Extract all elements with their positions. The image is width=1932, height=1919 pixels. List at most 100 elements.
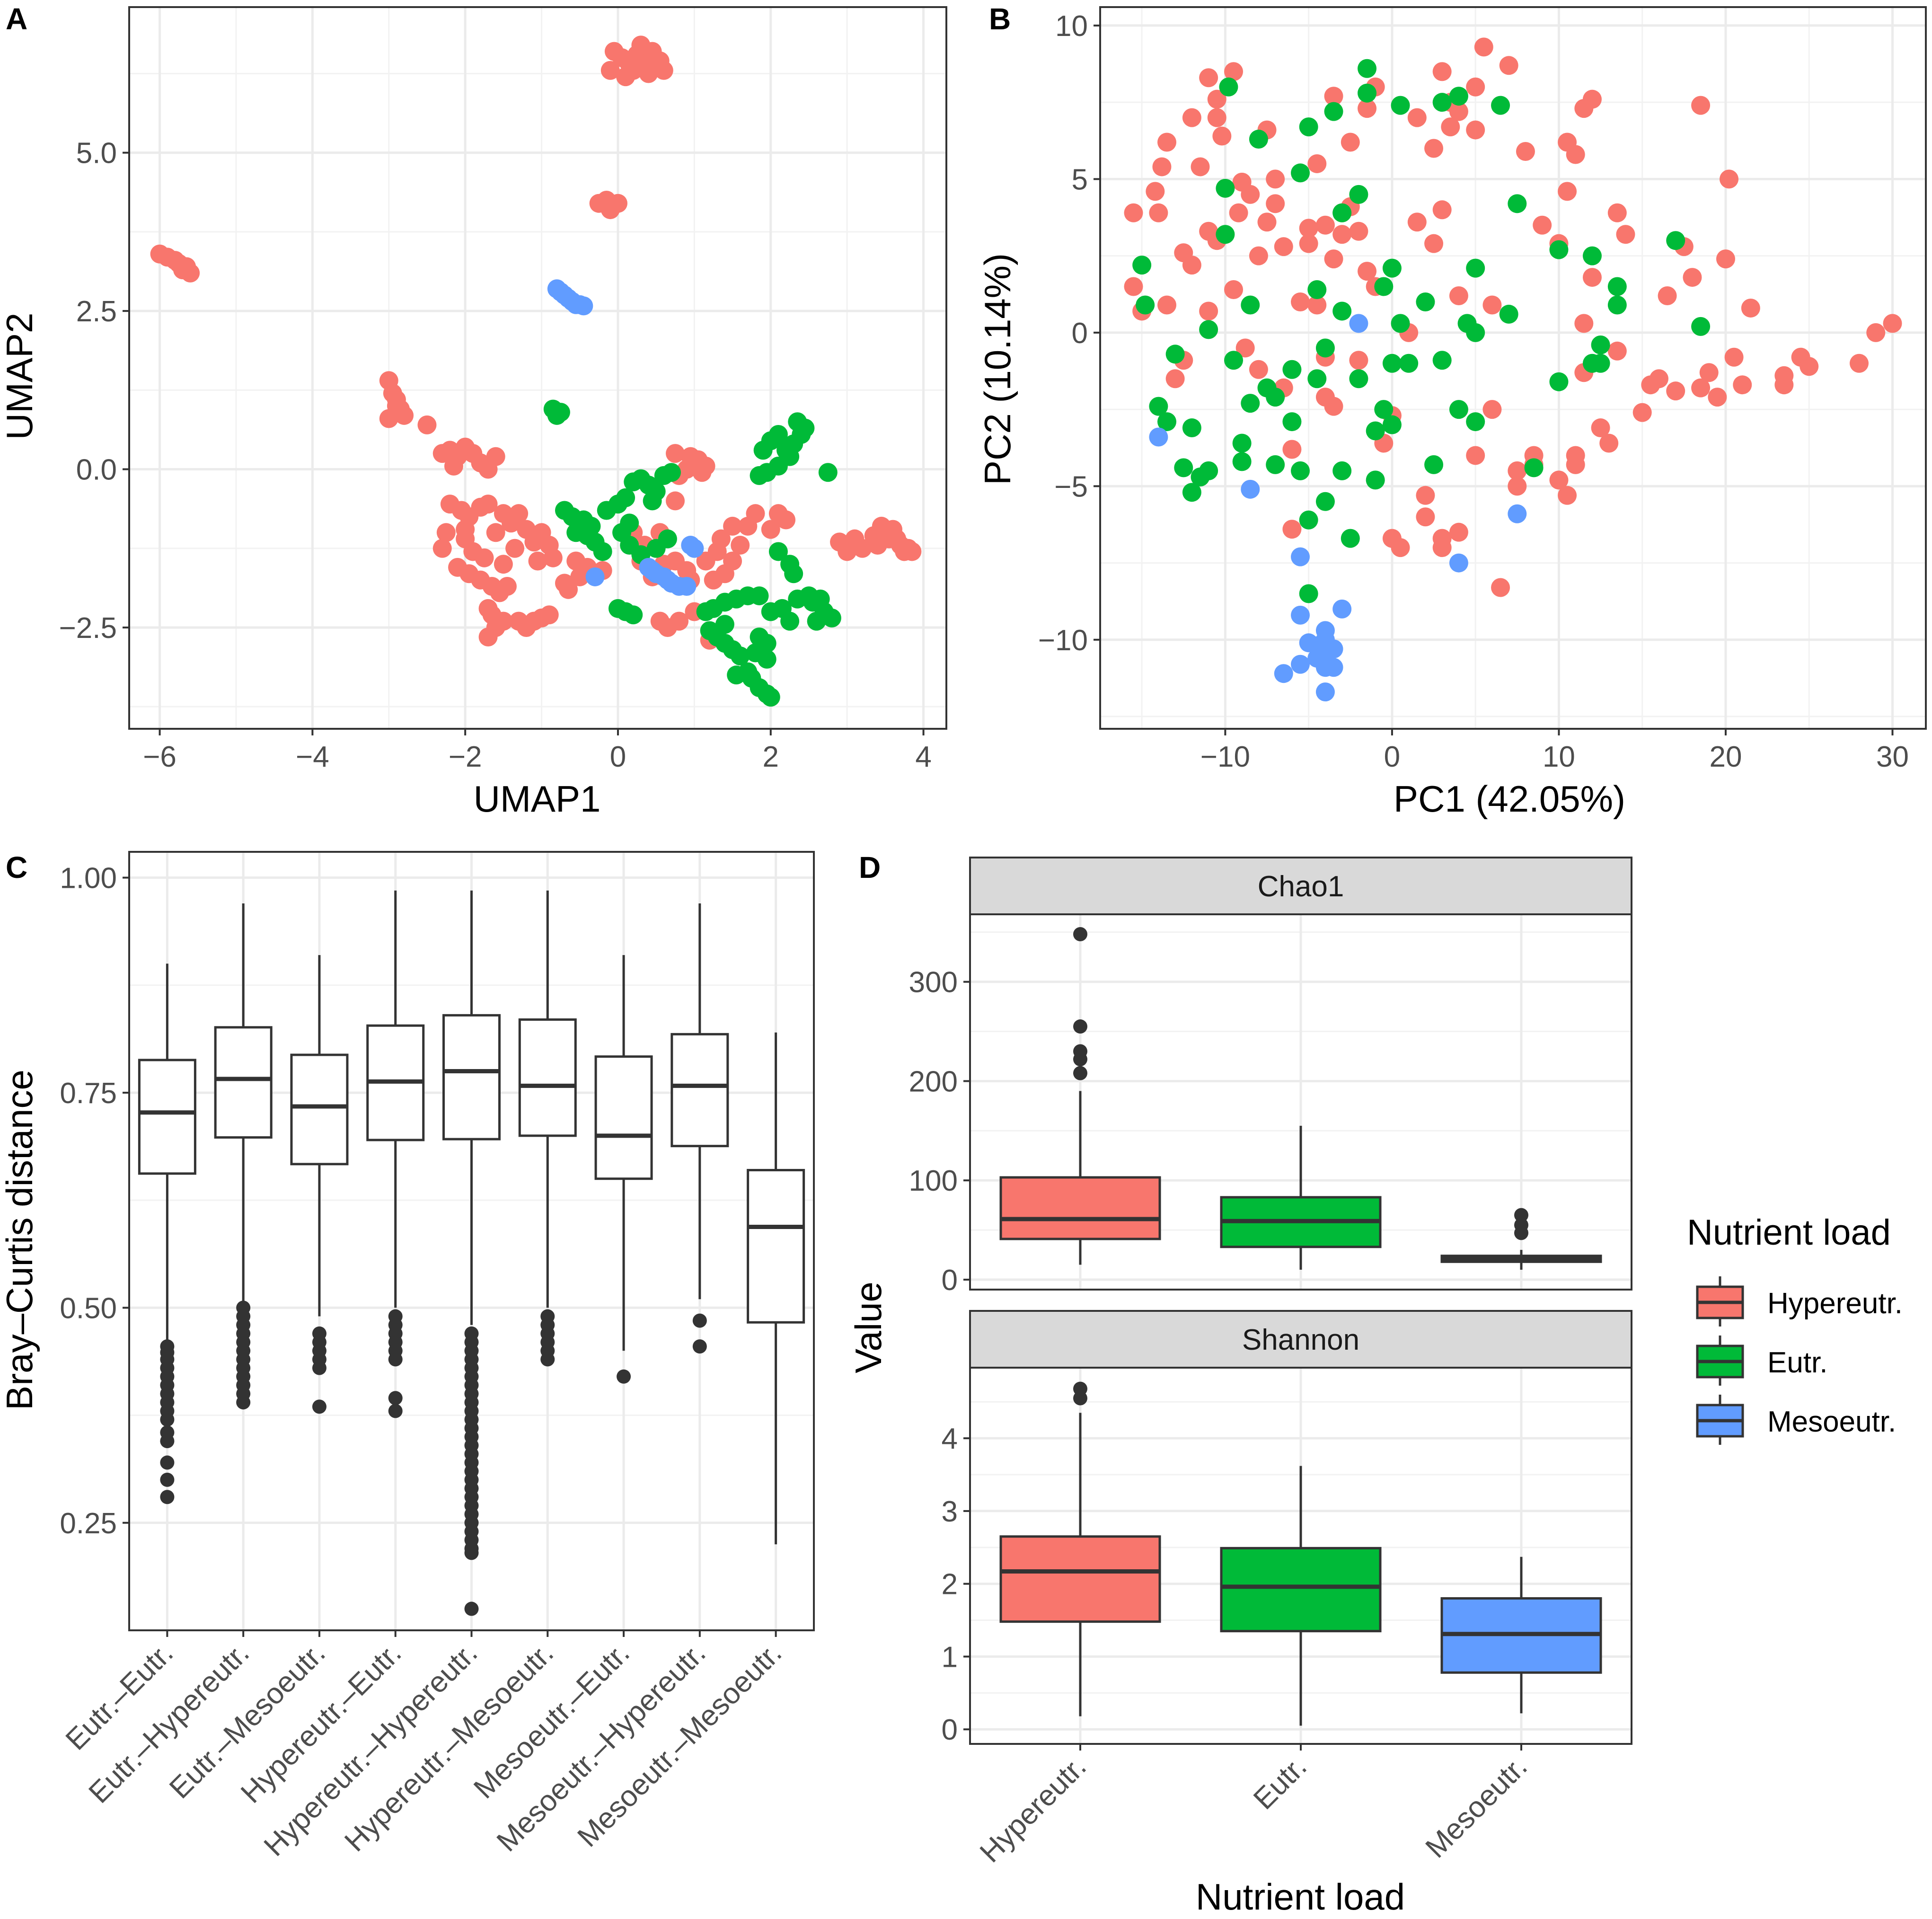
data-point [1307,154,1327,173]
outlier [388,1404,403,1418]
outlier [312,1399,326,1414]
legend-label: Mesoeutr. [1767,1406,1896,1438]
data-point [1449,400,1468,419]
data-point [1607,295,1627,315]
data-point [1291,605,1310,625]
data-point [1307,295,1327,315]
y-tick-label: −5 [1054,470,1088,503]
data-point [444,456,463,476]
data-point [1149,397,1168,416]
y-tick-label: −10 [1038,624,1088,657]
outlier [692,1339,707,1354]
data-point [1232,452,1252,471]
data-point [1574,314,1594,333]
y-tick-label: 100 [909,1165,958,1197]
x-tick-label: −4 [296,741,329,773]
data-point [624,61,643,80]
data-point [1416,507,1435,527]
data-point [1282,520,1302,539]
data-point [1382,354,1402,373]
data-point [600,61,620,80]
data-point [757,463,776,482]
facet-chao1: Chao1 0 100 200 300 [909,857,1632,1297]
panel-a-umap-scatter: −6 −4 −2 0 2 4 −2.5 0.0 2.5 5.0 UMAP1 UMAP2 [0,6,947,820]
legend-title: Nutrient load [1687,1212,1891,1253]
data-point [566,523,586,542]
data-point [1132,256,1152,275]
data-point [1416,292,1435,311]
x-tick-label: 0 [610,741,626,773]
data-point [547,406,566,425]
data-point [1491,96,1510,115]
y-tick-label: 0.0 [76,454,117,486]
data-point [1299,219,1318,238]
panel-d-ylabel: Value [847,1282,889,1373]
data-point [1774,375,1794,395]
data-point [600,200,620,220]
data-point [788,412,807,432]
data-point [658,529,677,548]
data-point [1449,522,1468,542]
data-point [624,605,643,625]
data-point [1146,182,1165,201]
outlier [160,1490,175,1504]
x-tick-label: −10 [1200,741,1250,773]
outlier [464,1601,479,1616]
data-point [1607,203,1627,222]
data-point [593,542,612,561]
data-point [868,536,887,555]
panel-c-bray-curtis-boxplot: 0.250.500.751.00Eutr.–Eutr.Eutr.–Hypereu… [0,851,815,1863]
data-point [1474,37,1493,57]
data-point [1582,268,1602,287]
box-iqr [138,1059,196,1175]
data-point [1691,317,1711,336]
outlier [692,1313,707,1328]
data-point [1508,477,1527,496]
panel-d-alpha-diversity-boxplot: Chao1 0 100 200 300 Shannon 0 1 2 3 4 Hypereutr… [847,857,1903,1918]
data-point [1591,354,1610,373]
y-tick-label: 10 [1055,10,1088,43]
data-point [1332,301,1352,321]
box-iqr [518,1018,577,1137]
data-point [1658,286,1677,305]
panel-b-xlabel: PC1 (42.05%) [1394,778,1625,820]
box [138,964,196,1504]
outlier [160,1412,175,1427]
data-point [1424,139,1444,158]
data-point [1741,298,1760,318]
data-point [1382,258,1402,278]
y-tick-label: 3 [942,1495,958,1528]
data-point [1199,301,1218,321]
legend-items: Hypereutr. Eutr. Mesoeutr. [1696,1276,1903,1445]
data-point [1591,418,1610,438]
outlier [1073,1066,1087,1080]
data-point [1207,89,1226,109]
data-point [1349,185,1368,204]
data-point [1349,221,1368,241]
outlier [388,1352,403,1367]
data-point [902,542,922,561]
outlier [1514,1208,1528,1222]
y-tick-label: 200 [909,1065,958,1098]
data-point [1883,314,1902,333]
data-point [1266,388,1285,407]
x-tick-label: 10 [1543,741,1575,773]
data-point [494,611,513,631]
data-point [750,628,769,647]
data-point [1358,83,1377,103]
data-point [1691,96,1711,115]
data-point [1124,277,1143,296]
data-point [1182,418,1201,438]
box-iqr [214,1026,273,1139]
data-point [1466,258,1485,278]
data-point [1299,234,1318,253]
data-point [1666,231,1685,250]
data-point [807,611,826,631]
outlier [1514,1226,1528,1240]
data-point [1708,388,1727,407]
box-iqr [442,1014,501,1141]
data-point [643,491,662,511]
panel-c-ylabel: Bray–Curtis distance [0,1070,40,1410]
x-tick-label: Mesoeutr. [1420,1750,1534,1864]
panel-a-grid [129,7,946,729]
